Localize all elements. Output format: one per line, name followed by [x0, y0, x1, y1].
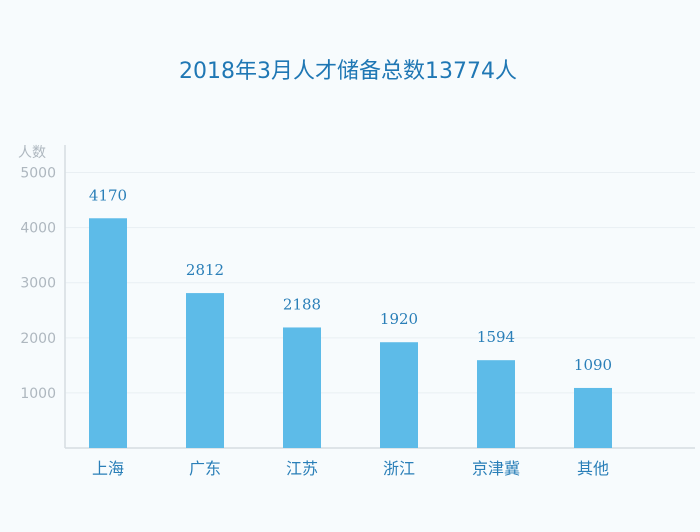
chart-title: 2018年3月人才储备总数13774人	[179, 59, 517, 84]
y-axis-ticks: 1000 2000 3000 4000 5000	[20, 166, 56, 402]
x-tick-label: 其他	[577, 459, 609, 478]
x-tick-label: 京津冀	[472, 459, 520, 478]
data-label: 1594	[477, 328, 515, 346]
x-axis-ticks: 上海 广东 江苏 浙江 京津冀 其他	[92, 459, 609, 478]
y-tick-label: 1000	[20, 386, 56, 402]
y-axis-label: 人数	[18, 145, 46, 161]
data-label: 2188	[283, 295, 321, 313]
y-tick-label: 4000	[20, 221, 56, 237]
data-label: 1920	[380, 310, 418, 328]
x-tick-label: 浙江	[383, 459, 415, 478]
bar	[477, 360, 515, 448]
bar	[186, 293, 224, 448]
bars	[89, 218, 612, 448]
y-tick-label: 2000	[20, 331, 56, 347]
y-tick-label: 3000	[20, 276, 56, 292]
data-label: 1090	[574, 356, 612, 374]
y-tick-label: 5000	[20, 166, 56, 182]
bar	[89, 218, 127, 448]
bar	[380, 342, 418, 448]
data-labels: 4170 2812 2188 1920 1594 1090	[89, 186, 612, 374]
x-tick-label: 广东	[189, 459, 221, 478]
bar	[574, 387, 612, 448]
bar	[283, 327, 321, 448]
x-tick-label: 上海	[92, 459, 124, 478]
x-tick-label: 江苏	[286, 459, 318, 478]
data-label: 4170	[89, 186, 127, 204]
data-label: 2812	[186, 261, 224, 279]
